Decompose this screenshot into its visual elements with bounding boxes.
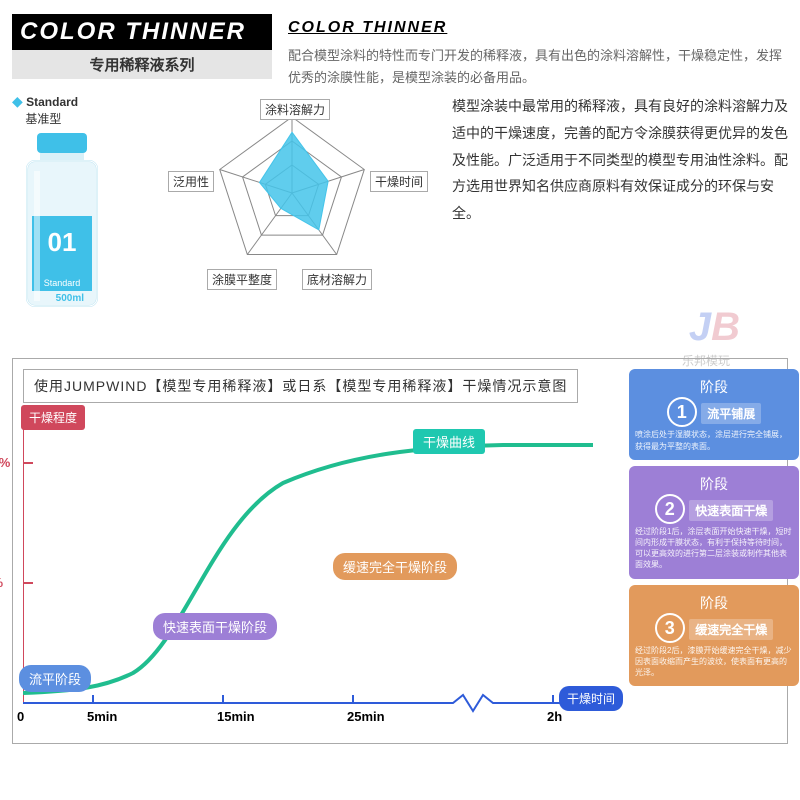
standard-en: Standard [26,95,78,109]
header-description: COLOR THINNER 配合模型涂料的特性而专门开发的稀释液，具有出色的涂料… [288,14,788,89]
stage-number: 1 [667,397,697,427]
standard-icon: ◆ [12,93,23,109]
phase3-label: 缓速完全干燥阶段 [333,553,457,580]
stage-card: 阶段 1 流平铺展 喷涂后处于湿膜状态，涂层进行完全铺展，获得最为平整的表面。 [629,369,799,459]
header-text-body: 配合模型涂料的特性而专门开发的稀释液，具有出色的涂料溶解性，干燥稳定性，发挥优秀… [288,45,788,89]
curve-label: 干燥曲线 [413,429,485,454]
radar-axis-0: 涂料溶解力 [260,99,330,120]
stage-subtitle: 快速表面干燥 [689,500,773,521]
stage-card: 阶段 2 快速表面干燥 经过阶段1后，涂层表面开始快速干燥，短时间内形成干膜状态… [629,466,799,579]
product-description: 模型涂装中最常用的稀释液，具有良好的涂料溶解力及适中的干燥速度，完善的配方令涂膜… [442,93,788,316]
svg-text:01: 01 [48,227,77,257]
stages-panel: 阶段 1 流平铺展 喷涂后处于湿膜状态，涂层进行完全铺展，获得最为平整的表面。 … [629,369,799,692]
main-title: COLOR THINNER [12,14,272,50]
product-column: ◆ Standard 基准型 01 Standard 500ml [12,93,142,316]
y-tick: 50% [0,575,3,590]
svg-text:500ml: 500ml [56,293,85,304]
x-tick: 0 [17,709,24,724]
stage-number: 2 [655,494,685,524]
radar-chart: 涂料溶解力 干燥时间 底材溶解力 涂膜平整度 泛用性 [152,93,432,316]
phase2-label: 快速表面干燥阶段 [153,613,277,640]
stage-subtitle: 流平铺展 [701,403,761,424]
stage-description: 经过阶段1后，涂层表面开始快速干燥，短时间内形成干膜状态，有利于保持等待时间，可… [635,526,793,571]
svg-text:Standard: Standard [44,278,81,288]
radar-axis-1: 干燥时间 [370,171,428,192]
drying-chart-section: 使用JUMPWIND【模型专用稀释液】或日系【模型专用稀释液】干燥情况示意图 干… [12,358,788,744]
chart-title: 使用JUMPWIND【模型专用稀释液】或日系【模型专用稀释液】干燥情况示意图 [23,369,578,403]
standard-label: ◆ Standard 基准型 [12,93,142,127]
x-tick: 15min [217,709,255,724]
stage-card: 阶段 3 缓速完全干燥 经过阶段2后，漆膜开始缓速完全干燥，减少因表面收缩而产生… [629,585,799,687]
y-tick: 100% [0,455,10,470]
standard-cn: 基准型 [25,112,61,126]
radar-axis-2: 底材溶解力 [302,269,372,290]
x-tick: 25min [347,709,385,724]
header-text-title: COLOR THINNER [288,14,788,41]
stage-description: 经过阶段2后，漆膜开始缓速完全干燥，减少因表面收缩而产生的波纹，使表面有更高的光… [635,645,793,679]
x-tick: 5min [87,709,117,724]
stage-title: 阶段 [635,474,793,494]
phase1-label: 流平阶段 [19,665,91,692]
stage-title: 阶段 [635,593,793,613]
watermark-text: 乐邦模玩 [682,352,730,369]
stage-description: 喷涂后处于湿膜状态，涂层进行完全铺展，获得最为平整的表面。 [635,429,793,451]
y-axis-label: 干燥程度 [21,405,85,430]
title-block: COLOR THINNER 专用稀释液系列 [12,14,272,89]
stage-title: 阶段 [635,377,793,397]
x-tick: 2h [547,709,562,724]
stage-subtitle: 缓速完全干燥 [689,619,773,640]
chart-area: 干燥程度 干燥时间 100%50%05min15min25min2h 干燥曲线 … [23,413,617,733]
main-subtitle: 专用稀释液系列 [12,50,272,79]
radar-axis-4: 泛用性 [168,171,214,192]
radar-axis-3: 涂膜平整度 [207,269,277,290]
x-axis-label: 干燥时间 [559,686,623,711]
bottle-image: 01 Standard 500ml [12,131,112,311]
stage-number: 3 [655,613,685,643]
